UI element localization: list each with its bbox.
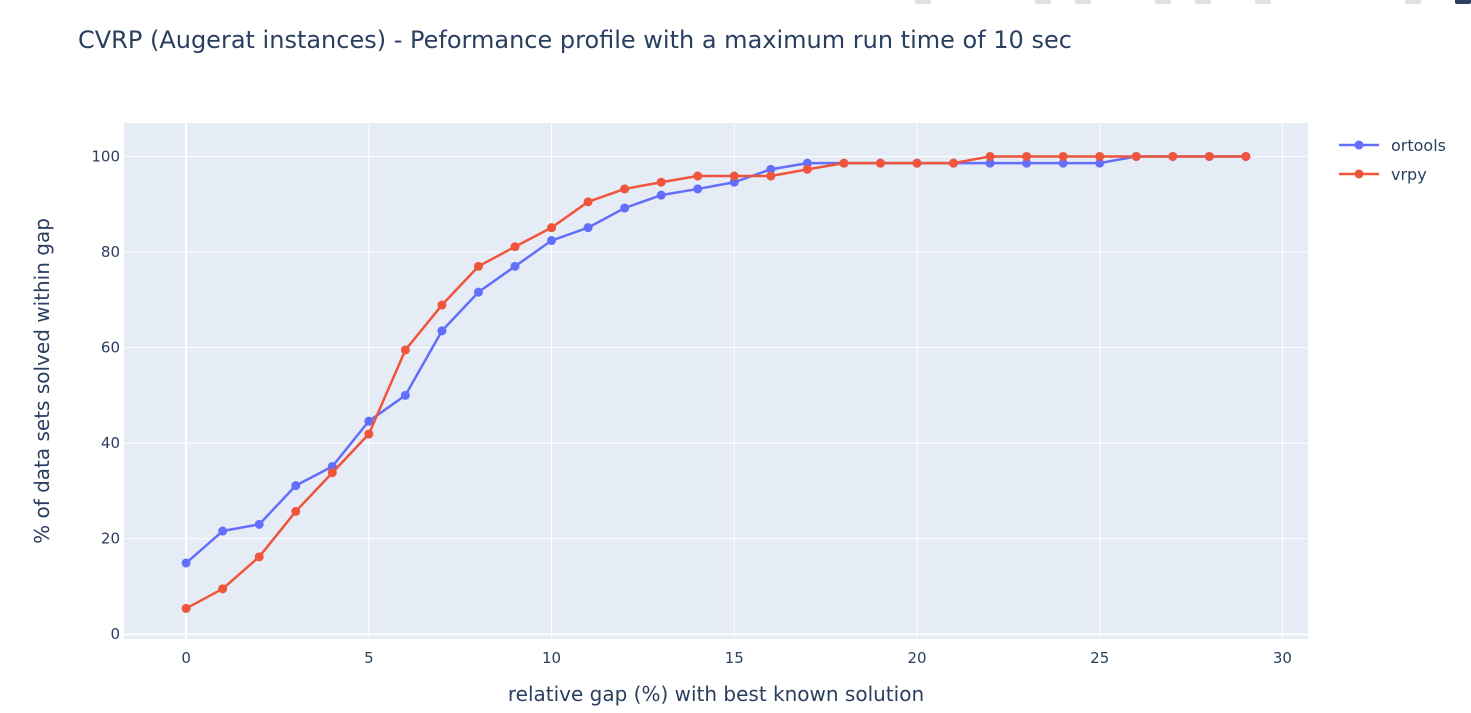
x-tick-label: 0 [181,649,191,667]
data-point-ortools[interactable] [364,416,374,426]
x-tick-label: 25 [1090,649,1109,667]
data-point-vrpy[interactable] [912,158,922,168]
data-point-vrpy[interactable] [510,242,520,252]
camera-icon[interactable] [915,0,931,4]
data-point-ortools[interactable] [291,481,301,491]
data-point-vrpy[interactable] [473,261,483,271]
pan-icon[interactable] [1075,0,1091,4]
box-select-icon[interactable] [1155,0,1171,4]
data-point-vrpy[interactable] [949,158,959,168]
data-point-ortools[interactable] [766,164,776,174]
legend-swatch-marker [1354,140,1364,150]
data-point-vrpy[interactable] [1241,151,1251,161]
plotly-logo-icon[interactable] [1455,0,1471,4]
y-tick-label: 60 [101,339,120,357]
data-point-vrpy[interactable] [693,171,703,181]
data-point-ortools[interactable] [254,519,264,529]
data-point-ortools[interactable] [1022,158,1032,168]
x-axis-label: relative gap (%) with best known solutio… [508,682,924,706]
y-tick-label: 40 [101,434,120,452]
zoom-icon[interactable] [1035,0,1051,4]
chart-modebar [911,0,1471,6]
data-point-vrpy[interactable] [364,429,374,439]
legend: ortools vrpy [1339,136,1446,184]
data-point-vrpy[interactable] [766,171,776,181]
data-point-vrpy[interactable] [254,552,264,562]
legend-swatch-marker [1354,169,1364,179]
data-point-ortools[interactable] [181,558,191,568]
legend-item-vrpy[interactable]: vrpy [1339,165,1427,184]
x-tick-label: 30 [1273,649,1292,667]
legend-label: ortools [1391,136,1446,155]
data-point-vrpy[interactable] [1022,151,1032,161]
data-point-ortools[interactable] [985,158,995,168]
data-point-ortools[interactable] [620,203,630,213]
series-line-ortools [185,155,1246,564]
data-point-vrpy[interactable] [620,184,630,194]
data-point-vrpy[interactable] [291,506,301,516]
autoscale-icon[interactable] [1255,0,1271,4]
data-point-ortools[interactable] [693,184,703,194]
data-point-ortools[interactable] [473,287,483,297]
data-point-vrpy[interactable] [181,603,191,613]
data-point-ortools[interactable] [656,190,666,200]
series-vrpy [181,151,1251,613]
data-point-ortools[interactable] [218,526,228,536]
home-icon[interactable] [1405,0,1421,4]
data-point-vrpy[interactable] [839,158,849,168]
data-point-vrpy[interactable] [1168,151,1178,161]
data-point-ortools[interactable] [510,261,520,271]
data-point-ortools[interactable] [400,390,410,400]
data-point-ortools[interactable] [583,223,593,233]
y-axis-label: % of data sets solved within gap [30,218,54,544]
data-point-vrpy[interactable] [1131,151,1141,161]
data-point-ortools[interactable] [1058,158,1068,168]
data-point-vrpy[interactable] [875,158,885,168]
data-point-vrpy[interactable] [218,584,228,594]
legend-label: vrpy [1391,165,1427,184]
data-point-vrpy[interactable] [802,164,812,174]
data-point-vrpy[interactable] [656,177,666,187]
data-point-vrpy[interactable] [1058,151,1068,161]
data-point-vrpy[interactable] [583,197,593,207]
y-tick-label: 100 [91,147,120,165]
data-point-ortools[interactable] [1095,158,1105,168]
data-point-vrpy[interactable] [729,171,739,181]
x-tick-label: 5 [364,649,374,667]
x-tick-label: 10 [542,649,561,667]
series-line-vrpy [185,155,1246,610]
data-point-vrpy[interactable] [547,223,557,233]
data-point-vrpy[interactable] [1095,151,1105,161]
data-point-vrpy[interactable] [437,300,447,310]
y-tick-label: 80 [101,243,120,261]
x-tick-label: 20 [907,649,926,667]
data-point-vrpy[interactable] [327,468,337,478]
data-point-ortools[interactable] [729,177,739,187]
data-point-vrpy[interactable] [400,345,410,355]
zoom-in-icon[interactable] [1195,0,1211,4]
data-point-vrpy[interactable] [1204,151,1214,161]
plot-area [124,123,1308,639]
x-tick-label: 15 [725,649,744,667]
data-point-ortools[interactable] [437,326,447,336]
y-tick-label: 20 [101,530,120,548]
y-tick-label: 0 [110,625,120,643]
chart-title: CVRP (Augerat instances) - Peformance pr… [78,26,1072,54]
data-point-vrpy[interactable] [985,151,995,161]
legend-item-ortools[interactable]: ortools [1339,136,1446,155]
data-point-ortools[interactable] [547,236,557,246]
data-point-ortools[interactable] [802,158,812,168]
